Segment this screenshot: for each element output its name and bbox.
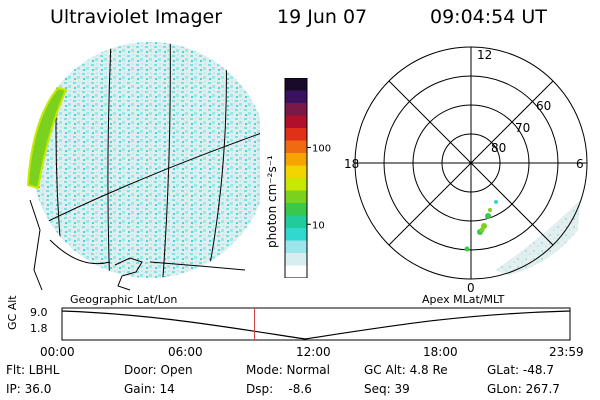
lat-label-70: 70	[515, 121, 530, 135]
right-panel-caption: Apex MLat/MLT	[422, 293, 505, 306]
altitude-curve	[61, 310, 571, 340]
mode-label: Mode: Normal	[246, 363, 330, 377]
glon-label: GLon: 267.7	[487, 382, 560, 396]
date-label: 19 Jun 07	[277, 6, 368, 28]
colorbar-gradient	[285, 78, 307, 278]
mlt-label-top: 12	[477, 48, 492, 62]
colorbar-segment	[285, 165, 307, 179]
colorbar-segment	[285, 128, 307, 141]
xtick-2359: 23:59	[549, 345, 584, 359]
colorbar-segment	[285, 103, 307, 116]
gc-alt-label: GC Alt: 4.8 Re	[364, 363, 448, 377]
colorbar-segment	[285, 240, 307, 254]
colorbar-segment	[285, 153, 307, 166]
colorbar: 100 10	[284, 78, 331, 278]
colorbar-segment	[285, 203, 307, 216]
colorbar-tick-label: 100	[312, 143, 331, 154]
glat-label: GLat: -48.7	[487, 363, 554, 377]
colorbar-segment	[285, 265, 307, 278]
gain-label: Gain: 14	[124, 382, 175, 396]
colorbar-tick-label: 10	[312, 220, 325, 231]
left-panel-caption: Geographic Lat/Lon	[70, 293, 178, 306]
dsp-label: Dsp: -8.6	[246, 382, 312, 396]
xtick-0000: 00:00	[40, 345, 75, 359]
time-label: 09:04:54 UT	[430, 6, 547, 28]
polar-grid	[354, 46, 588, 280]
polar-mlt-panel[interactable]: 12 18 6 0 60 70 80	[340, 40, 600, 295]
timeline-frame	[61, 307, 571, 341]
ip-label: IP: 36.0	[6, 382, 52, 396]
coastline-outlines	[29, 199, 246, 291]
earth-disc	[32, 42, 260, 278]
colorbar-segment	[285, 190, 307, 204]
mlt-label-right: 6	[576, 157, 584, 171]
lat-label-80: 80	[491, 141, 506, 155]
colorbar-segment	[285, 115, 307, 129]
colorbar-segment	[285, 90, 307, 104]
xtick-1200: 12:00	[296, 345, 331, 359]
colorbar-segment	[285, 253, 307, 266]
instrument-title: Ultraviolet Imager	[50, 6, 223, 28]
lat-label-60: 60	[536, 99, 551, 113]
colorbar-segment	[285, 78, 307, 91]
door-label: Door: Open	[124, 363, 193, 377]
ytick-bottom: 1.8	[30, 322, 48, 335]
xtick-0600: 06:00	[168, 345, 203, 359]
colorbar-segment	[285, 140, 307, 154]
geographic-image-panel[interactable]	[0, 0, 260, 295]
colorbar-segment	[285, 178, 307, 191]
xtick-1800: 18:00	[423, 345, 458, 359]
colorbar-segment	[285, 215, 307, 229]
seq-label: Seq: 39	[364, 382, 410, 396]
mlt-label-bottom: 0	[467, 281, 475, 295]
mlt-label-left: 18	[344, 157, 359, 171]
colorbar-segment	[285, 228, 307, 241]
filter-label: Flt: LBHL	[6, 363, 60, 377]
polar-image-data	[495, 200, 580, 275]
aurora-arc	[26, 86, 68, 190]
polar-aurora-spots	[464, 200, 498, 252]
ytick-top: 9.0	[30, 306, 48, 319]
